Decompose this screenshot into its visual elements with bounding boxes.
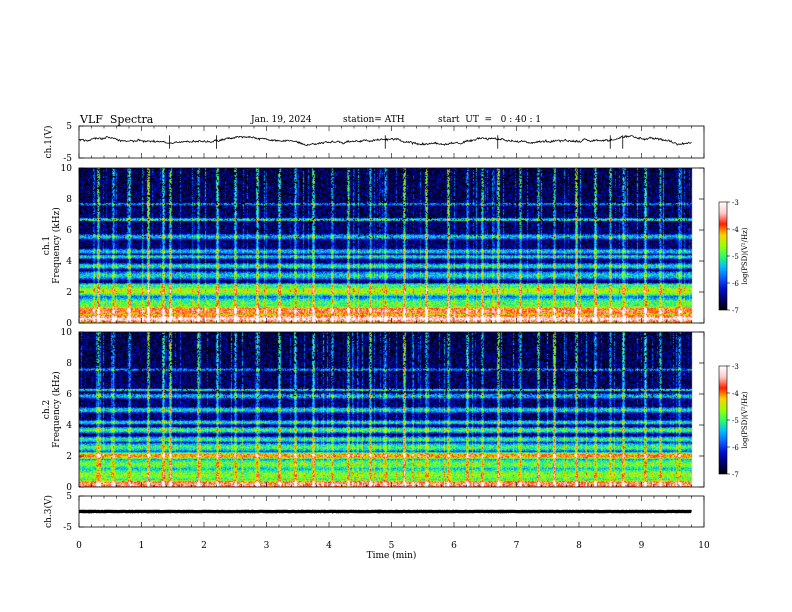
colorbar-ch2 <box>719 366 727 474</box>
y-tick-label: 2 <box>66 288 72 298</box>
y-tick-label: -5 <box>63 154 72 164</box>
y-tick-label: 6 <box>66 226 72 236</box>
colorbar-label: log(PSD)(V²/Hz) <box>741 227 749 284</box>
spectrogram-ch1-image <box>79 168 704 323</box>
x-tick-label: 5 <box>389 541 395 551</box>
colorbar-tick-label: -4 <box>732 226 739 234</box>
y-tick-label: 0 <box>66 483 72 493</box>
colorbar-tick-label: -3 <box>732 363 739 371</box>
x-axis-label: Time (min) <box>367 550 417 561</box>
x-tick-label: 6 <box>451 541 457 551</box>
y-tick-label: 0 <box>66 319 72 329</box>
y-tick-label: 5 <box>66 492 72 502</box>
x-tick-label: 0 <box>76 541 82 551</box>
y-axis-label-ch3: ch.3(V) <box>43 495 54 528</box>
colorbar-tick-label: -6 <box>732 280 739 288</box>
x-tick-label: 9 <box>639 541 645 551</box>
y-tick-label: 4 <box>66 421 72 431</box>
colorbar-tick-label: -4 <box>732 390 739 398</box>
x-tick-label: 7 <box>514 541 520 551</box>
spectrogram-ch2-image <box>79 332 704 487</box>
y-tick-label: -5 <box>63 523 72 533</box>
date-label: Jan. 19, 2024 <box>251 115 312 125</box>
y-tick-label: 4 <box>66 257 72 267</box>
x-tick-label: 4 <box>326 541 332 551</box>
station-label: station= ATH <box>343 115 405 125</box>
x-tick-label: 2 <box>201 541 207 551</box>
y-axis-label-ch1: ch.1 <box>42 236 52 255</box>
colorbar-tick-label: -3 <box>732 199 739 207</box>
y-tick-label: 8 <box>66 195 72 205</box>
y-axis-label-ch1: ch.1(V) <box>43 126 54 159</box>
x-tick-label: 3 <box>264 541 270 551</box>
y-tick-label: 10 <box>61 328 73 338</box>
y-axis-label-ch1: Frequency (kHz) <box>51 207 62 284</box>
y-tick-label: 5 <box>66 122 72 132</box>
y-axis-label-ch2: ch.2 <box>42 400 52 419</box>
x-tick-label: 1 <box>139 541 145 551</box>
x-tick-label: 8 <box>576 541 582 551</box>
y-tick-label: 10 <box>61 164 73 174</box>
colorbar-label: log(PSD)(V²/Hz) <box>741 391 749 448</box>
colorbar-tick-label: -7 <box>732 471 739 479</box>
y-tick-label: 2 <box>66 452 72 462</box>
y-axis-label-ch2: Frequency (kHz) <box>51 371 62 448</box>
colorbar-tick-label: -6 <box>732 444 739 452</box>
colorbar-tick-label: -5 <box>732 253 739 261</box>
x-tick-label: 10 <box>698 541 710 551</box>
colorbar-tick-label: -5 <box>732 417 739 425</box>
start-time-label: start UT = 0 : 40 : 1 <box>438 115 542 125</box>
y-tick-label: 8 <box>66 359 72 369</box>
colorbar-tick-label: -7 <box>732 307 739 315</box>
colorbar-ch1 <box>719 202 727 310</box>
y-tick-label: 6 <box>66 390 72 400</box>
figure-title: VLF Spectra <box>80 113 154 126</box>
